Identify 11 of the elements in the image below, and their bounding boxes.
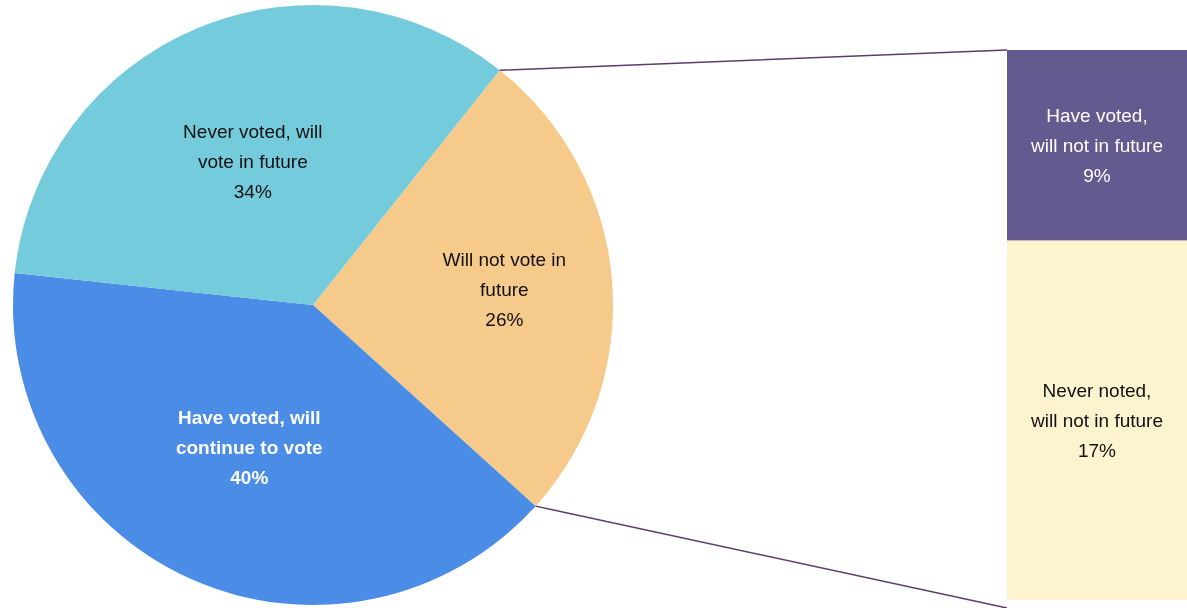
series-label: Never noted, will not in future — [1029, 380, 1164, 432]
data-label: 34% — [233, 181, 272, 203]
slice-label: Will not vote in future — [442, 249, 567, 301]
series-label: Have voted, will not in future — [1029, 105, 1164, 157]
data-label: 26% — [485, 309, 524, 331]
data-label: 17% — [1077, 440, 1117, 462]
slice-label: Never voted, will vote in future — [183, 121, 323, 173]
data-label: 9% — [1083, 165, 1111, 187]
data-label: 40% — [230, 467, 269, 489]
slice-label: Have voted, will continue to vote — [175, 407, 323, 459]
pie-slice — [13, 273, 536, 605]
